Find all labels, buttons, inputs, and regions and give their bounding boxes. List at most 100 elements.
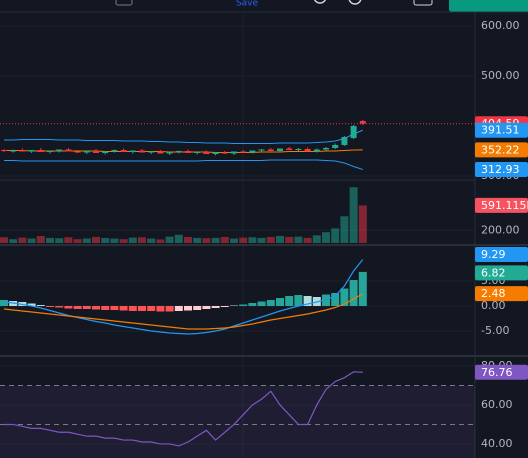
last-value-pill: [475, 162, 528, 178]
histogram-bar: [73, 306, 82, 309]
candle-body: [341, 137, 348, 145]
histogram-bar: [220, 306, 229, 307]
candle-body: [102, 151, 109, 153]
candle-body: [194, 152, 201, 153]
histogram-bar: [64, 306, 73, 309]
search-icon[interactable]: [313, 0, 327, 4]
last-value-label: 391.51: [481, 124, 520, 137]
volume-bar: [193, 237, 202, 243]
rsi-band: [0, 385, 475, 458]
histogram-bar: [193, 306, 202, 310]
histogram-bar: [0, 300, 8, 306]
candle-body: [129, 150, 136, 152]
volume-bar: [331, 228, 340, 243]
candle-body: [313, 149, 320, 152]
histogram-bar: [165, 306, 174, 312]
save-button[interactable]: Save: [236, 0, 259, 9]
candle-body: [83, 151, 90, 153]
histogram-bar: [110, 306, 119, 310]
last-value-pill: [475, 286, 528, 302]
candle-body: [240, 151, 247, 153]
candle-body: [231, 151, 237, 154]
histogram-bar: [358, 271, 367, 306]
volume-bar: [257, 237, 266, 243]
candle-body: [277, 148, 283, 151]
histogram-bar: [46, 306, 54, 307]
volume-bar: [294, 236, 303, 243]
histogram-bar: [349, 280, 358, 306]
candle-body: [212, 152, 219, 154]
volume-bar: [202, 238, 211, 243]
candle-body: [286, 148, 293, 150]
y-tick-label: -5.00: [481, 324, 509, 337]
snapshot-icon[interactable]: [413, 0, 433, 6]
candle-body: [203, 152, 210, 154]
volume-bar: [248, 237, 257, 243]
histogram-bar: [101, 306, 110, 310]
volume-bar: [211, 237, 220, 243]
volume-bar: [73, 239, 82, 243]
candle-body: [56, 149, 63, 151]
macd-line: [3, 293, 364, 330]
candle-body: [139, 150, 145, 153]
candle-body: [185, 151, 191, 153]
histogram-bar: [92, 306, 100, 310]
y-tick-label: 600.00: [481, 19, 520, 32]
volume-bar: [128, 237, 137, 243]
histogram-bar: [128, 306, 137, 311]
last-value-pill: [475, 197, 528, 213]
candle-body: [37, 150, 44, 152]
histogram-bar: [174, 306, 183, 311]
histogram-bar: [257, 301, 266, 306]
volume-bar: [266, 236, 275, 243]
volume-bar: [174, 234, 183, 243]
y-tick-label: 200.00: [481, 223, 520, 236]
volume-bar: [0, 237, 8, 243]
candle-body: [1, 150, 7, 151]
histogram-bar: [184, 306, 192, 311]
candle-body: [19, 150, 26, 152]
volume-bar: [184, 236, 192, 243]
band-line: [4, 149, 363, 153]
band-line: [4, 159, 363, 171]
histogram-bar: [82, 306, 91, 309]
last-value-label: 6.82: [481, 266, 506, 279]
candle-body: [221, 152, 228, 154]
candle-body: [10, 150, 17, 152]
volume-bar: [101, 237, 110, 243]
candle-body: [304, 149, 311, 152]
volume-bar: [276, 236, 284, 243]
last-value-label: 591.115K: [481, 199, 528, 212]
last-value-label: 2.48: [481, 287, 506, 300]
candle-body: [120, 150, 127, 152]
band-line: [4, 129, 363, 144]
candle-body: [249, 150, 256, 153]
toolbar: [0, 0, 528, 11]
volume-bar: [36, 236, 45, 243]
volume-bar: [156, 239, 165, 243]
last-value-pill: [475, 142, 528, 158]
histogram-bar: [248, 303, 257, 306]
histogram-bar: [239, 304, 248, 306]
last-value-pill: [475, 265, 528, 281]
last-value-label: 76.76: [481, 366, 513, 379]
histogram-bar: [147, 306, 156, 311]
settings-icon[interactable]: [348, 0, 362, 5]
volume-bar: [239, 237, 248, 243]
candle-body: [323, 148, 329, 150]
histogram-bar: [138, 306, 146, 311]
y-tick-label: 60.00: [481, 398, 513, 411]
y-tick-label: 40.00: [481, 437, 513, 450]
volume-bar: [312, 235, 321, 243]
toolbar-icon[interactable]: [115, 0, 133, 6]
publish-button[interactable]: [449, 0, 528, 12]
volume-bar: [230, 238, 238, 243]
histogram-bar: [27, 303, 36, 306]
candle-body: [74, 151, 81, 153]
candle-body: [111, 150, 118, 152]
volume-bar: [303, 237, 312, 243]
volume-bar: [64, 237, 73, 243]
histogram-bar: [211, 306, 220, 308]
last-value-label: 312.93: [481, 163, 520, 176]
